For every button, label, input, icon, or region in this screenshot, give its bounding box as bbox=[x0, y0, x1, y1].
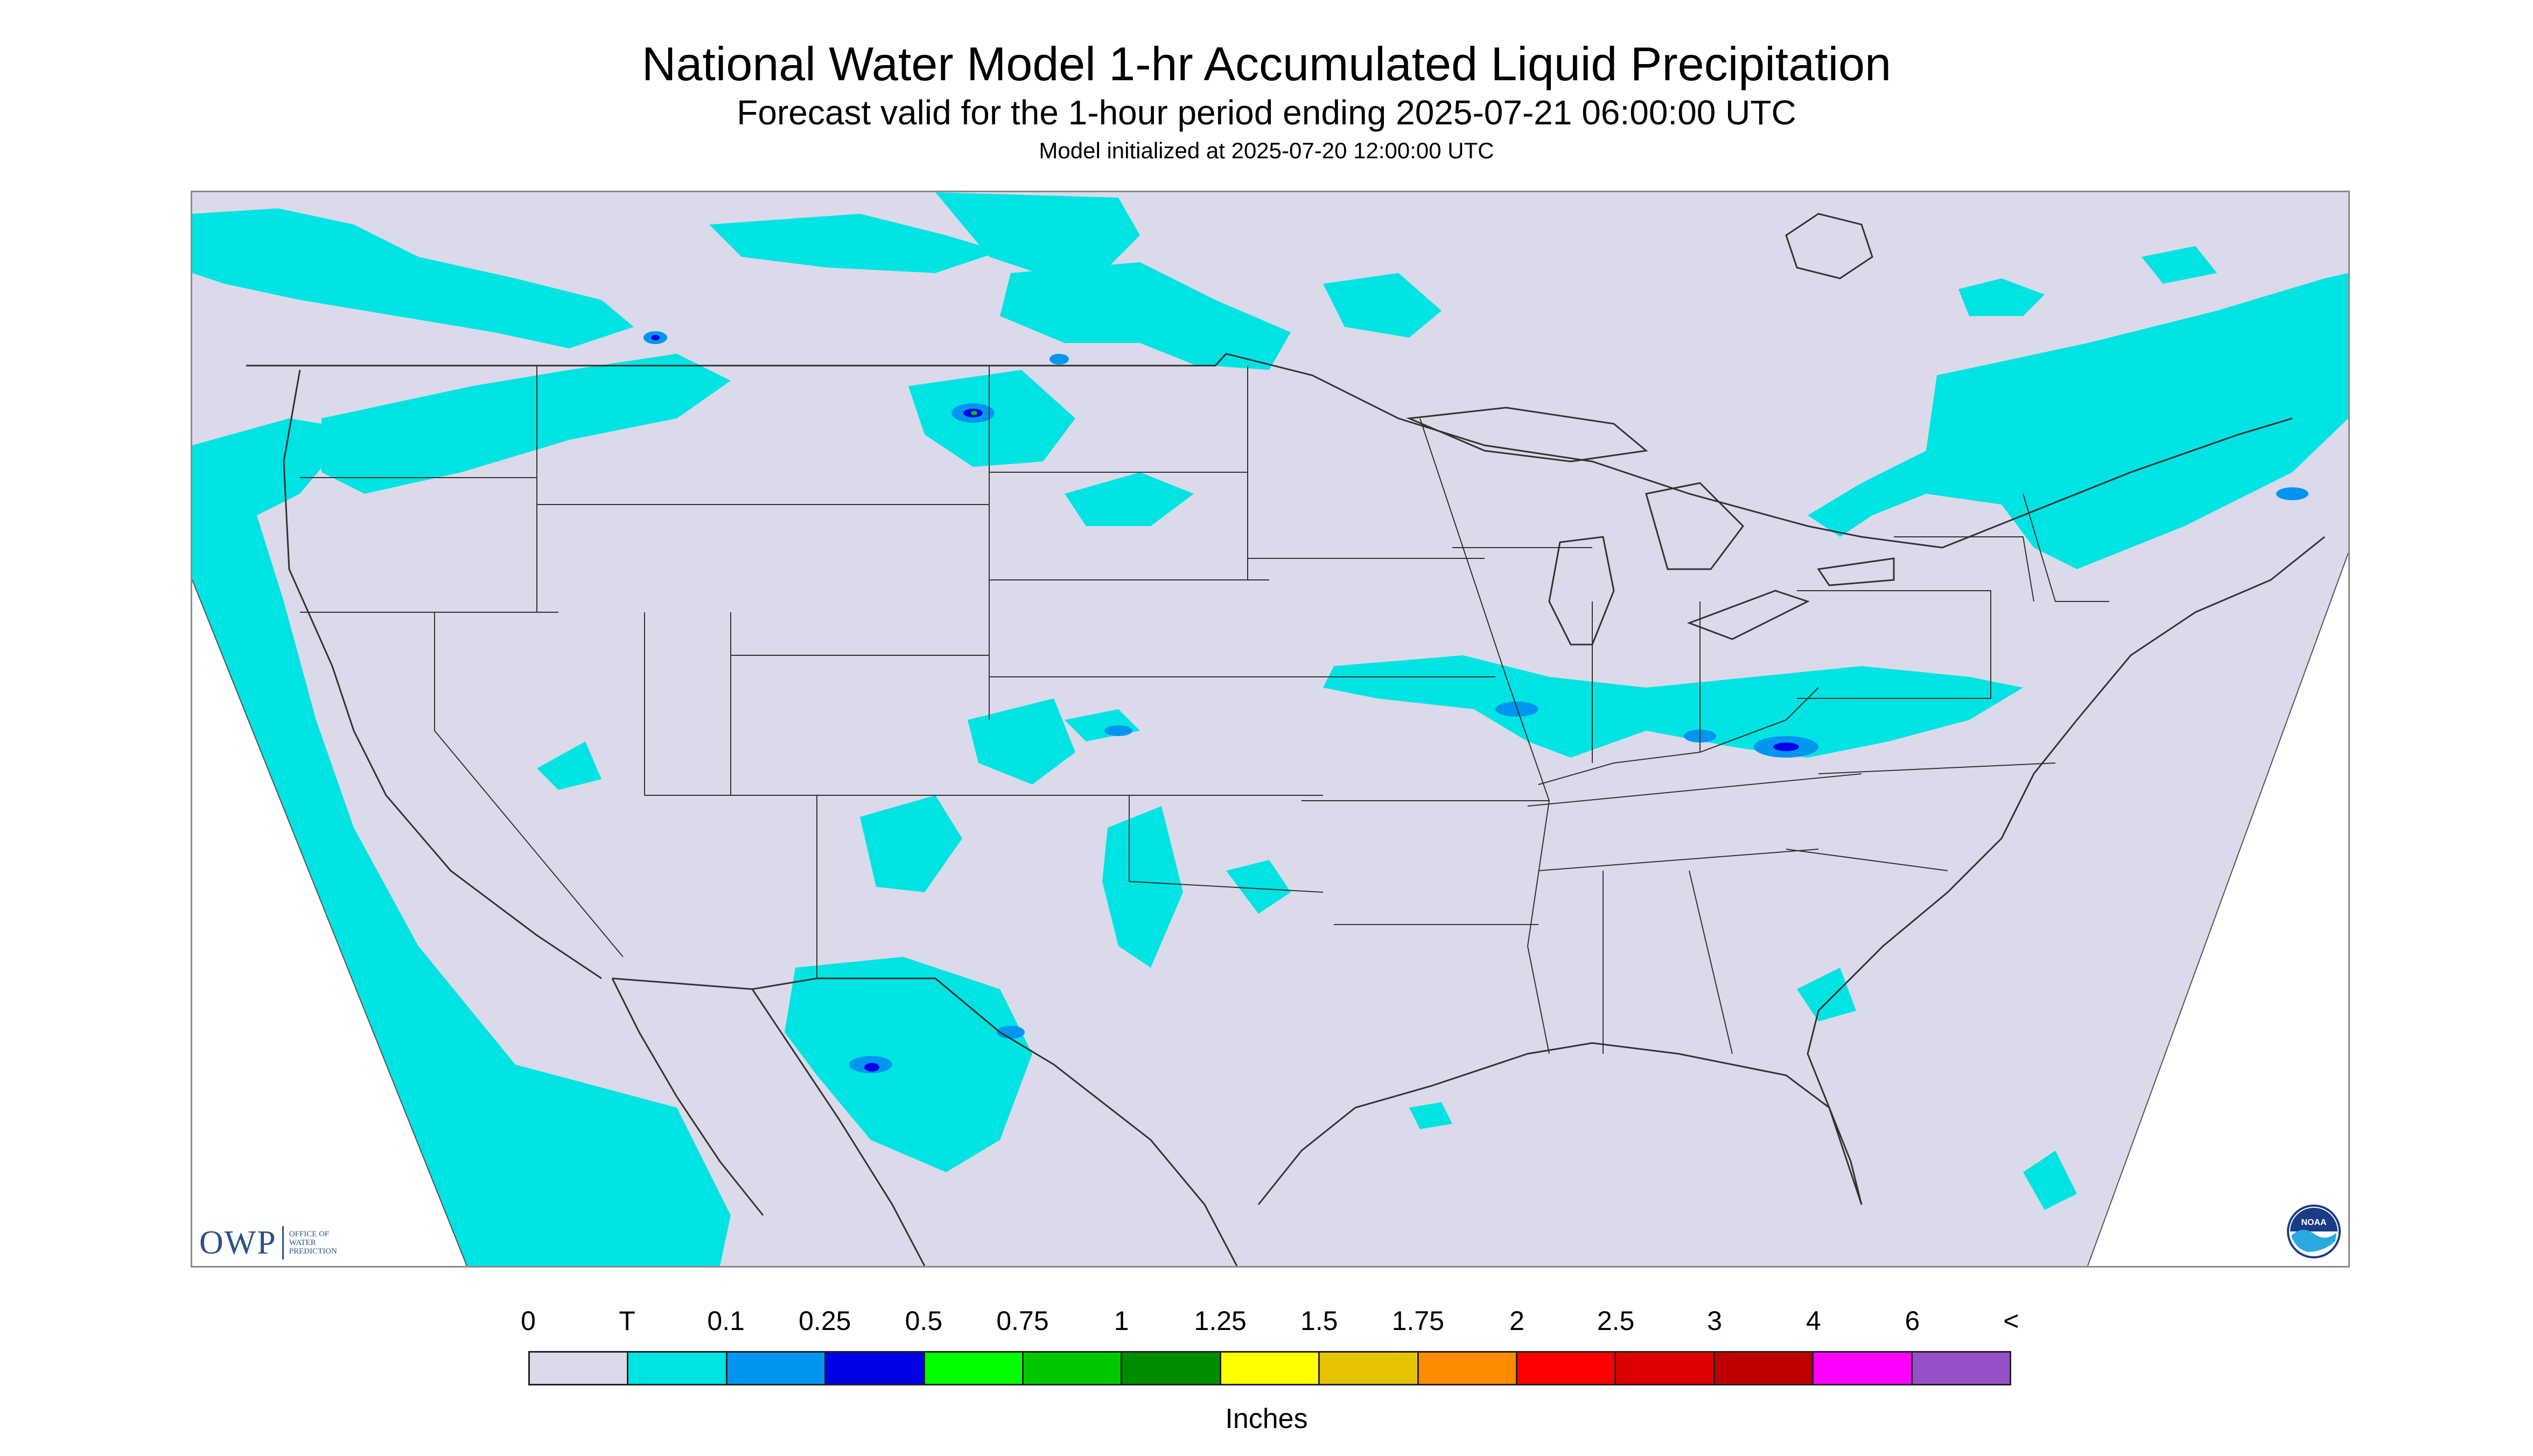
pacific-trace-band bbox=[192, 461, 731, 1266]
legend-swatch bbox=[1517, 1353, 1617, 1384]
legend-swatch bbox=[727, 1353, 827, 1384]
tn-ky-line bbox=[1527, 773, 1862, 807]
legend-label: 1.75 bbox=[1391, 1306, 1445, 1336]
legend-swatch bbox=[1418, 1353, 1518, 1384]
quebec-trace bbox=[1808, 273, 2348, 569]
great-lakes-erie bbox=[1687, 590, 1810, 640]
legend-label: < bbox=[2003, 1306, 2019, 1336]
precipitation-map[interactable] bbox=[191, 191, 2350, 1268]
quebec-trace-b bbox=[1958, 278, 2045, 316]
ohio-valley-trace bbox=[1323, 655, 2023, 758]
mexico-west-coast bbox=[751, 989, 926, 1266]
legend-label: 6 bbox=[1905, 1306, 1920, 1336]
legend-label: 2 bbox=[1509, 1306, 1524, 1336]
montana-trace bbox=[1000, 262, 1291, 370]
owp-logo-divider bbox=[282, 1226, 284, 1259]
arizona-trace bbox=[860, 795, 962, 892]
mississippi-river bbox=[1419, 418, 1550, 1054]
owp-logo: OWP OFFICE OF WATER PREDICTION bbox=[199, 1221, 354, 1264]
forecast-valid-subtitle: Forecast valid for the 1-hour period end… bbox=[737, 93, 1796, 132]
canada-trace-a bbox=[192, 208, 634, 348]
owp-logo-mark: OWP bbox=[199, 1224, 277, 1261]
pacific-coast bbox=[283, 369, 602, 979]
nm-trace bbox=[968, 698, 1075, 785]
chihuahua-trace bbox=[785, 957, 1032, 1172]
legend-label: 0.1 bbox=[707, 1306, 745, 1336]
legend-swatch bbox=[1122, 1353, 1221, 1384]
legend-swatch bbox=[1616, 1353, 1715, 1384]
legend-swatch bbox=[1024, 1353, 1123, 1384]
legend-swatch bbox=[1814, 1353, 1913, 1384]
legend-swatch bbox=[826, 1353, 925, 1384]
west-texas-trace bbox=[1226, 860, 1291, 914]
va-nc-line bbox=[1818, 762, 2056, 774]
baja-coast bbox=[611, 978, 764, 1216]
new-england bbox=[2023, 493, 2109, 602]
canada-trace-b bbox=[709, 214, 1000, 273]
legend-swatch bbox=[530, 1353, 629, 1384]
legend-label: 3 bbox=[1707, 1306, 1723, 1336]
wyoming-trace bbox=[1065, 472, 1194, 526]
noaa-logo-mark: NOAA bbox=[2301, 1218, 2327, 1227]
legend-label: 0.5 bbox=[905, 1306, 943, 1336]
legend-swatch bbox=[925, 1353, 1024, 1384]
legend-labels: 0 T 0.1 0.25 0.5 0.75 1 1.25 1.5 1.75 2 2.5 3 4 6 < bbox=[0, 1305, 2533, 1343]
precipitation-moderate bbox=[651, 335, 1799, 1072]
noaa-logo: NOAA bbox=[2287, 1205, 2341, 1258]
state-lines bbox=[300, 366, 2109, 1054]
legend-label: 0.25 bbox=[799, 1306, 851, 1336]
legend-label: 0 bbox=[521, 1306, 536, 1336]
map-canvas bbox=[192, 192, 2348, 1266]
pacific-nw-trace bbox=[192, 418, 354, 515]
boundary-lines bbox=[246, 213, 2325, 1266]
great-lakes-superior bbox=[1406, 407, 1648, 463]
quebec-trace-c bbox=[2142, 246, 2217, 284]
domain-edge-east bbox=[2087, 552, 2348, 1266]
nc-sc-line bbox=[1786, 849, 1948, 871]
montana-trace-b bbox=[1323, 273, 1442, 338]
domain-edge-west bbox=[192, 579, 467, 1266]
legend-swatch bbox=[1221, 1353, 1320, 1384]
legend-label: T bbox=[619, 1306, 635, 1336]
owp-logo-text: OFFICE OF WATER PREDICTION bbox=[289, 1230, 337, 1256]
legend-colorbar bbox=[528, 1351, 2011, 1385]
ga-al-line bbox=[1689, 870, 1733, 1054]
canada-trace-c bbox=[935, 192, 1140, 278]
idaho-trace bbox=[908, 370, 1075, 467]
washington-trace bbox=[321, 354, 731, 494]
ny-line bbox=[1894, 536, 2034, 602]
legend-label: 1.5 bbox=[1300, 1306, 1338, 1336]
legend-swatch bbox=[1912, 1353, 2010, 1384]
atlantic-coast bbox=[1807, 536, 2325, 1205]
us-canada-border bbox=[246, 353, 2293, 549]
gulf-trace bbox=[1409, 1102, 1452, 1129]
tn-south-line bbox=[1538, 849, 1819, 871]
great-lakes-ontario bbox=[1817, 557, 1895, 586]
us-mexico-border bbox=[612, 977, 1238, 1266]
ohio-river bbox=[1538, 687, 1819, 785]
precipitation-overlay bbox=[192, 192, 2348, 1266]
model-init-text: Model initialized at 2025-07-20 12:00:00… bbox=[1039, 138, 1494, 163]
legend-swatch bbox=[1320, 1353, 1419, 1384]
precipitation-heavy bbox=[971, 411, 977, 415]
legend-swatch bbox=[1715, 1353, 1814, 1384]
legend-label: 1.25 bbox=[1194, 1306, 1247, 1336]
hudson-bay-coast bbox=[1785, 213, 1873, 279]
legend-label: 4 bbox=[1806, 1306, 1821, 1336]
nv-line bbox=[434, 612, 624, 957]
legend-swatch bbox=[628, 1353, 727, 1384]
ok-tx-line bbox=[1129, 795, 1324, 893]
georgia-trace bbox=[1797, 968, 1856, 1021]
legend-label: 2.5 bbox=[1597, 1306, 1635, 1336]
nm-trace-b bbox=[1102, 806, 1183, 968]
utah-trace bbox=[537, 741, 601, 790]
great-lakes-huron bbox=[1645, 482, 1744, 570]
legend-label: 1 bbox=[1114, 1306, 1129, 1336]
pa-line bbox=[1797, 590, 1991, 699]
page-title: National Water Model 1-hr Accumulated Li… bbox=[641, 37, 1892, 90]
legend-units: Inches bbox=[1225, 1403, 1308, 1434]
atlantic-trace bbox=[2023, 1151, 2077, 1210]
legend-label: 0.75 bbox=[996, 1306, 1049, 1336]
